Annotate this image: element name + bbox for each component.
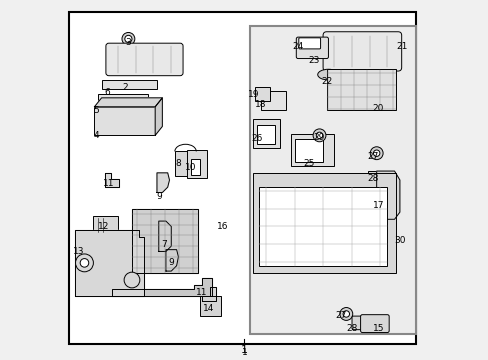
Ellipse shape xyxy=(75,254,93,272)
Bar xyxy=(187,150,206,178)
Text: 20: 20 xyxy=(372,104,384,113)
FancyBboxPatch shape xyxy=(296,37,328,59)
Polygon shape xyxy=(112,278,212,296)
Bar xyxy=(367,171,381,180)
Polygon shape xyxy=(132,208,198,273)
Polygon shape xyxy=(159,221,171,251)
Bar xyxy=(294,139,323,162)
Text: 18: 18 xyxy=(254,100,266,109)
Bar xyxy=(253,173,395,273)
Ellipse shape xyxy=(343,311,349,317)
Text: 11: 11 xyxy=(196,288,207,297)
Ellipse shape xyxy=(373,150,379,157)
Polygon shape xyxy=(155,98,162,135)
Bar xyxy=(255,87,269,102)
Bar xyxy=(94,107,155,135)
Polygon shape xyxy=(157,173,169,193)
Text: 12: 12 xyxy=(98,222,109,231)
Text: 14: 14 xyxy=(203,304,214,313)
Ellipse shape xyxy=(369,147,382,159)
Polygon shape xyxy=(201,287,216,301)
Bar xyxy=(175,152,196,176)
Bar xyxy=(93,216,118,234)
Bar xyxy=(326,69,395,111)
Ellipse shape xyxy=(124,35,132,42)
Polygon shape xyxy=(75,230,144,296)
Text: 1: 1 xyxy=(241,348,247,357)
Bar xyxy=(249,26,415,334)
Text: 28: 28 xyxy=(346,324,357,333)
FancyBboxPatch shape xyxy=(360,315,388,333)
Text: 2: 2 xyxy=(122,83,127,92)
Bar xyxy=(190,158,200,175)
Bar xyxy=(260,91,285,111)
Polygon shape xyxy=(376,171,399,219)
Ellipse shape xyxy=(317,69,339,80)
Text: 6: 6 xyxy=(104,88,110,97)
Text: 5: 5 xyxy=(93,106,99,115)
Text: 16: 16 xyxy=(217,222,228,231)
Text: 26: 26 xyxy=(251,134,262,143)
Ellipse shape xyxy=(312,129,325,142)
FancyBboxPatch shape xyxy=(106,43,183,76)
Text: 8: 8 xyxy=(175,159,181,168)
Text: 11: 11 xyxy=(103,179,114,188)
Bar xyxy=(257,125,274,144)
FancyBboxPatch shape xyxy=(298,38,320,49)
Ellipse shape xyxy=(77,249,92,265)
Ellipse shape xyxy=(80,252,88,261)
Ellipse shape xyxy=(122,32,135,45)
Text: 9: 9 xyxy=(168,258,174,267)
Ellipse shape xyxy=(80,258,88,267)
Bar xyxy=(290,134,333,166)
Text: 1: 1 xyxy=(241,345,247,355)
Ellipse shape xyxy=(339,307,352,320)
Text: 17: 17 xyxy=(372,201,384,210)
Text: 24: 24 xyxy=(292,41,303,50)
Text: 21: 21 xyxy=(395,41,407,50)
Text: 27: 27 xyxy=(366,152,378,161)
Text: 23: 23 xyxy=(308,56,319,65)
FancyBboxPatch shape xyxy=(351,316,377,330)
Polygon shape xyxy=(165,249,178,271)
Polygon shape xyxy=(94,98,162,107)
Bar xyxy=(102,80,157,89)
Ellipse shape xyxy=(316,132,322,139)
Text: 30: 30 xyxy=(393,236,405,245)
Polygon shape xyxy=(105,173,119,187)
Bar xyxy=(98,94,148,103)
Bar xyxy=(258,187,386,266)
FancyBboxPatch shape xyxy=(323,32,401,71)
Bar xyxy=(200,296,221,316)
Text: 27: 27 xyxy=(335,311,346,320)
Text: 9: 9 xyxy=(156,192,162,201)
Text: 13: 13 xyxy=(73,247,84,256)
Text: 7: 7 xyxy=(161,240,167,249)
Text: 15: 15 xyxy=(372,324,384,333)
Bar xyxy=(253,119,280,148)
Text: 25: 25 xyxy=(303,159,314,168)
Text: 3: 3 xyxy=(125,38,131,47)
Text: 4: 4 xyxy=(93,131,99,140)
Text: 29: 29 xyxy=(313,132,325,141)
Text: 22: 22 xyxy=(321,77,332,86)
Ellipse shape xyxy=(124,272,140,288)
Text: 10: 10 xyxy=(185,163,196,172)
Text: 28: 28 xyxy=(366,174,378,183)
Text: 19: 19 xyxy=(247,90,259,99)
